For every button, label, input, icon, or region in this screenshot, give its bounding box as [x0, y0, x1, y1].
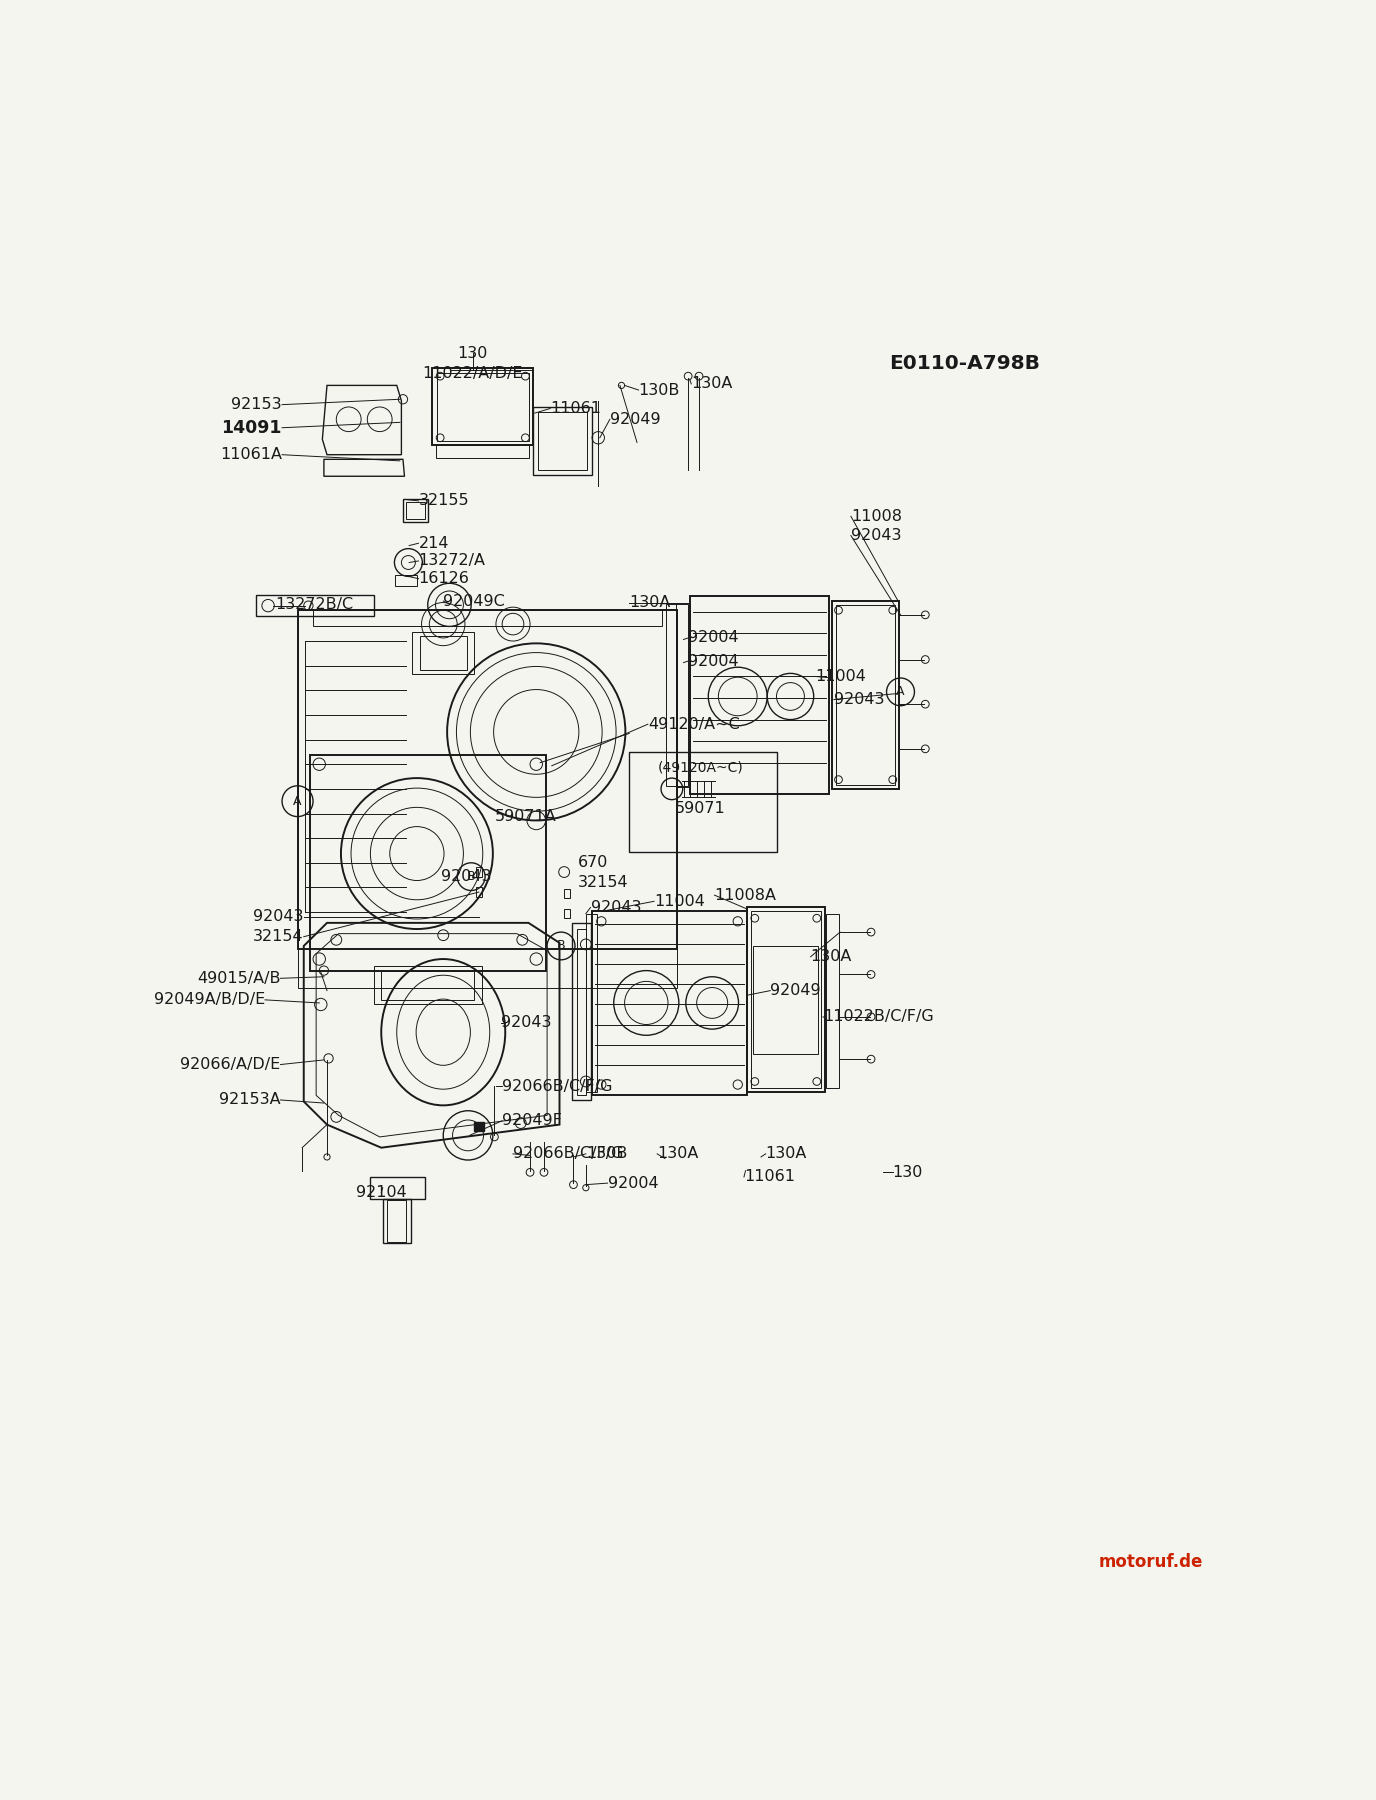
- Text: 59071A: 59071A: [494, 810, 556, 824]
- Text: 92043: 92043: [442, 869, 491, 884]
- Text: 92049: 92049: [771, 983, 821, 999]
- Text: 11004: 11004: [654, 895, 705, 909]
- Text: 92043: 92043: [501, 1015, 552, 1030]
- Text: A: A: [896, 686, 905, 698]
- Text: 92066/A/D/E: 92066/A/D/E: [180, 1057, 281, 1073]
- Text: 11061: 11061: [744, 1170, 795, 1184]
- Text: 130A: 130A: [765, 1147, 808, 1161]
- Text: 13272/A: 13272/A: [418, 553, 486, 569]
- Text: 49015/A/B: 49015/A/B: [197, 970, 281, 986]
- Text: B: B: [557, 940, 566, 952]
- Text: 92043: 92043: [253, 909, 304, 923]
- Text: 92066B/C/F/G: 92066B/C/F/G: [502, 1078, 612, 1094]
- Text: 92049A/B/D/E: 92049A/B/D/E: [154, 992, 266, 1008]
- Text: 130B: 130B: [586, 1147, 627, 1161]
- Text: 16126: 16126: [418, 571, 469, 587]
- Text: 92043: 92043: [850, 527, 901, 544]
- Text: 92104: 92104: [356, 1184, 407, 1201]
- Text: 92004: 92004: [688, 653, 739, 668]
- Text: 130A: 130A: [691, 376, 732, 391]
- Text: 92049F: 92049F: [502, 1112, 561, 1129]
- Text: 130A: 130A: [658, 1147, 699, 1161]
- Text: 11022B/C/F/G: 11022B/C/F/G: [823, 1010, 934, 1024]
- Text: B: B: [466, 869, 476, 884]
- Text: 92049: 92049: [610, 412, 660, 427]
- Text: 92043: 92043: [834, 691, 885, 707]
- Text: (49120A~C): (49120A~C): [658, 760, 743, 774]
- Text: 92043: 92043: [590, 900, 641, 914]
- Text: 92153: 92153: [231, 398, 282, 412]
- Text: 214: 214: [418, 536, 449, 551]
- Text: 32154: 32154: [578, 875, 629, 891]
- Text: 14091: 14091: [222, 419, 282, 437]
- Text: 11008A: 11008A: [714, 887, 776, 902]
- Text: 92066B/C/F/G: 92066B/C/F/G: [513, 1147, 623, 1161]
- Text: 49120/A~C: 49120/A~C: [648, 716, 740, 731]
- Text: 92049C: 92049C: [443, 594, 505, 608]
- Text: 130B: 130B: [638, 383, 680, 398]
- Text: 670: 670: [578, 855, 608, 871]
- Polygon shape: [475, 1121, 483, 1130]
- Text: 130A: 130A: [629, 596, 670, 610]
- Text: 59071: 59071: [676, 801, 727, 817]
- Text: 130: 130: [893, 1165, 923, 1179]
- Text: 130: 130: [457, 346, 488, 360]
- Text: 92004: 92004: [688, 630, 739, 646]
- Text: 92153A: 92153A: [219, 1093, 281, 1107]
- Text: 11004: 11004: [815, 670, 866, 684]
- Text: 13272B/C: 13272B/C: [275, 596, 354, 612]
- Text: A: A: [293, 796, 301, 808]
- Text: 130A: 130A: [810, 949, 852, 965]
- Text: 11008: 11008: [850, 509, 901, 524]
- Text: 32155: 32155: [418, 493, 469, 508]
- Text: motoruf.de: motoruf.de: [1098, 1553, 1203, 1571]
- Text: E0110-A798B: E0110-A798B: [889, 355, 1040, 373]
- Text: 11022/A/D/E: 11022/A/D/E: [422, 365, 523, 380]
- Text: 92004: 92004: [608, 1175, 658, 1190]
- Text: 11061A: 11061A: [220, 446, 282, 463]
- Text: 32154: 32154: [253, 929, 304, 945]
- Text: 11061: 11061: [550, 401, 601, 416]
